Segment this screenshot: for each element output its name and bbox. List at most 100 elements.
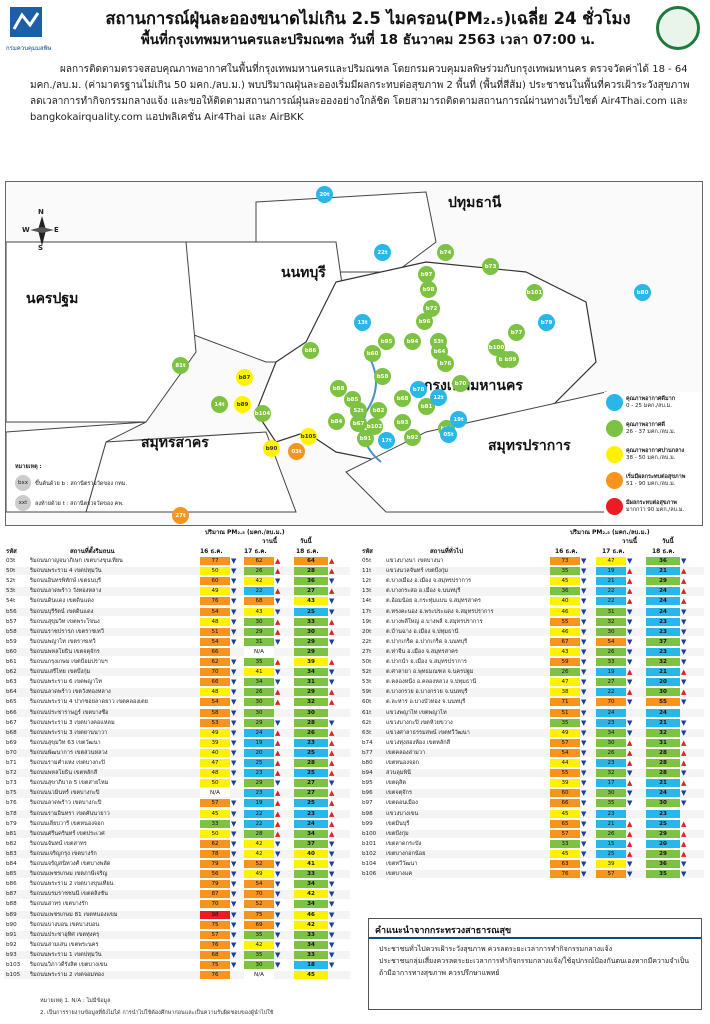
trend-up-icon: ▲ xyxy=(681,759,687,767)
trend-down-icon: ▼ xyxy=(329,890,335,899)
trend-down-icon: ▼ xyxy=(329,961,335,969)
station-badge: b78 xyxy=(410,381,427,398)
value-18dec: 25 xyxy=(646,819,680,828)
station-code: b56 xyxy=(6,608,17,615)
station-code: 53t xyxy=(6,588,16,595)
value-16dec: 45 xyxy=(550,577,580,586)
agency-name: กรมควบคุมมลพิษ xyxy=(6,45,52,52)
station-name: ริมถนนพญาไท เขตราชเทวี xyxy=(30,638,96,645)
table-row: 52t ต.ศาลายา อ.พุทธมณฑล จ.นครปฐม 26 ▼ 19 ▲ 21 ▲ xyxy=(360,668,704,677)
trend-up-icon: ▲ xyxy=(275,759,281,767)
station-badge: b80 xyxy=(634,284,651,301)
station-name: ริมถนนสุขุมวิท เขตพระโขนง xyxy=(30,618,100,625)
value-16dec: 73 xyxy=(550,557,580,565)
value-17dec: 30 xyxy=(244,617,274,626)
value-17dec: 30 xyxy=(596,789,626,798)
trend-down-icon: ▼ xyxy=(681,678,687,687)
station-code: b96 xyxy=(362,790,373,797)
station-badge: b105 xyxy=(300,428,317,445)
trend-down-icon: ▼ xyxy=(231,930,237,939)
region-pathum-thani: ปทุมธานี xyxy=(448,195,502,211)
station-name: ริมถนนพระราม 3 เขตบางคอแหลม xyxy=(30,719,115,726)
trend-up-icon: ▲ xyxy=(681,597,687,606)
table-row: 59t ต.บางกรวย อ.บางกรวย จ.นนทบุรี 38 ▼ 22 ▲ 30… xyxy=(360,688,704,697)
value-18dec: 28 xyxy=(646,769,680,778)
value-17dec: 23 xyxy=(596,809,626,818)
value-17dec: 43 xyxy=(244,607,274,616)
trend-down-icon: ▼ xyxy=(231,658,237,666)
value-16dec: 26 xyxy=(550,668,580,677)
value-17dec: 30 xyxy=(244,708,274,717)
value-16dec: 71 xyxy=(550,698,580,707)
station-code: b57 xyxy=(6,618,17,625)
station-badge: b84 xyxy=(328,413,345,430)
trend-down-icon xyxy=(329,971,337,979)
trend-down-icon: ▼ xyxy=(581,849,587,858)
table-row: b59 ริมถนนพญาไท เขตราชเทวี 54 ▼ 31 ▼ 29 ▼ xyxy=(4,637,350,647)
trend-down-icon: ▼ xyxy=(275,961,281,969)
table-row: b85 ริมถนนเพชรเกษม เขตภาษีเจริญ 56 ▼ 49 ▼ 33 ▼ xyxy=(4,870,350,879)
trend-down-icon: ▼ xyxy=(231,839,237,848)
value-16dec: 48 xyxy=(200,769,230,778)
station-code: 20t xyxy=(362,628,372,635)
value-17dec: 24 xyxy=(596,708,626,717)
table-row: b84 ริมถนนจรัญสนิทวงศ์ เขตบางพลัด 79 ▼ 52 ▼ 41… xyxy=(4,860,350,869)
table-row: 13t ต.บางกระสอ อ.เมือง จ.นนทบุรี 36 ▼ 22 ▲ 24 ▲ xyxy=(360,587,704,596)
note-title: หมายเหตุ : xyxy=(15,464,42,470)
trend-down-icon: ▼ xyxy=(681,647,687,656)
trend-down-icon: ▼ xyxy=(231,708,237,717)
trend-down-icon: ▼ xyxy=(329,930,335,939)
trend-up-icon: ▲ xyxy=(627,597,633,606)
station-code: 63t xyxy=(362,729,372,736)
trend-up-icon: ▲ xyxy=(627,829,633,838)
table-row: 60t ต.ละหาร อ.บางบัวทอง จ.นนทบุรี 71 ▼ 70 ▼ 55… xyxy=(360,698,704,707)
station-name: ริมถนนสาทร เขตบางรัก xyxy=(30,901,88,908)
station-code: 22t xyxy=(362,638,372,645)
trend-down-icon: ▼ xyxy=(581,617,587,626)
value-16dec: 65 xyxy=(550,819,580,828)
value-16dec: 79 xyxy=(200,860,230,868)
bma-logo xyxy=(656,6,700,50)
station-code: 61t xyxy=(362,709,372,716)
station-name: เขตทวีวัฒนา xyxy=(386,861,418,867)
trend-down-icon: ▼ xyxy=(231,587,237,596)
table-row: b71 ริมถนนรามคำแหง เขตบางกะปิ 47 ▼ 25 ▲ 28 ▲ xyxy=(4,759,350,768)
value-16dec: 33 xyxy=(550,839,580,848)
trend-up-icon xyxy=(231,648,239,656)
trend-up-icon: ▲ xyxy=(627,688,633,697)
advice-line-1: ประชาชนทั่วไปควรเฝ้าระวังสุขภาพ ควรลดระย… xyxy=(379,945,613,953)
trend-down-icon: ▼ xyxy=(231,860,237,868)
table-row: 50t ต.ปากน้ำ อ.เมือง จ.สมุทรปราการ 59 ▼ 33 ▼ 3… xyxy=(360,658,704,667)
value-17dec: 30 xyxy=(244,698,274,707)
value-17dec: 19 xyxy=(596,567,626,576)
note-bxx-icon: bxx xyxy=(15,475,31,491)
station-badge: b94 xyxy=(404,333,421,350)
trend-down-icon: ▼ xyxy=(231,950,237,959)
value-17dec: 54 xyxy=(244,880,274,889)
trend-down-icon: ▼ xyxy=(275,880,281,889)
trend-down-icon xyxy=(275,648,283,656)
value-17dec: 25 xyxy=(244,759,274,767)
table-row: b62 ริมถนนเสรีไทย เขตบึงกุ่ม 70 ▼ 41 ▼ 34 ▼ xyxy=(4,668,350,677)
trend-up-icon: ▲ xyxy=(681,829,687,838)
value-16dec: 75 xyxy=(200,961,230,969)
trend-down-icon: ▼ xyxy=(329,718,335,727)
value-17dec: N/A xyxy=(244,647,274,656)
station-badge: 27t xyxy=(172,507,189,524)
right-today-header: วันนี้ xyxy=(662,538,674,545)
left-today-header: วันนี้ xyxy=(300,538,312,545)
station-badge: b60 xyxy=(364,345,381,362)
trend-down-icon: ▼ xyxy=(231,567,237,576)
trend-down-icon: ▼ xyxy=(581,799,587,808)
value-18dec: 64 xyxy=(294,557,328,565)
trend-up-icon: ▲ xyxy=(681,779,687,788)
station-name: ริมถนนเพชรเกษม 81 เขตหนองแขม xyxy=(30,911,118,918)
trend-down-icon: ▼ xyxy=(581,708,587,717)
right-d16-header: 16 ธ.ค. xyxy=(555,548,578,555)
trend-up-icon: ▲ xyxy=(329,688,335,697)
trend-down-icon: ▼ xyxy=(231,799,237,808)
trend-up-icon: ▲ xyxy=(275,587,281,596)
value-16dec: 77 xyxy=(200,557,230,565)
station-name: ต.บางกรวย อ.บางกรวย จ.นนทบุรี xyxy=(386,689,468,696)
trend-down-icon: ▼ xyxy=(627,617,633,626)
